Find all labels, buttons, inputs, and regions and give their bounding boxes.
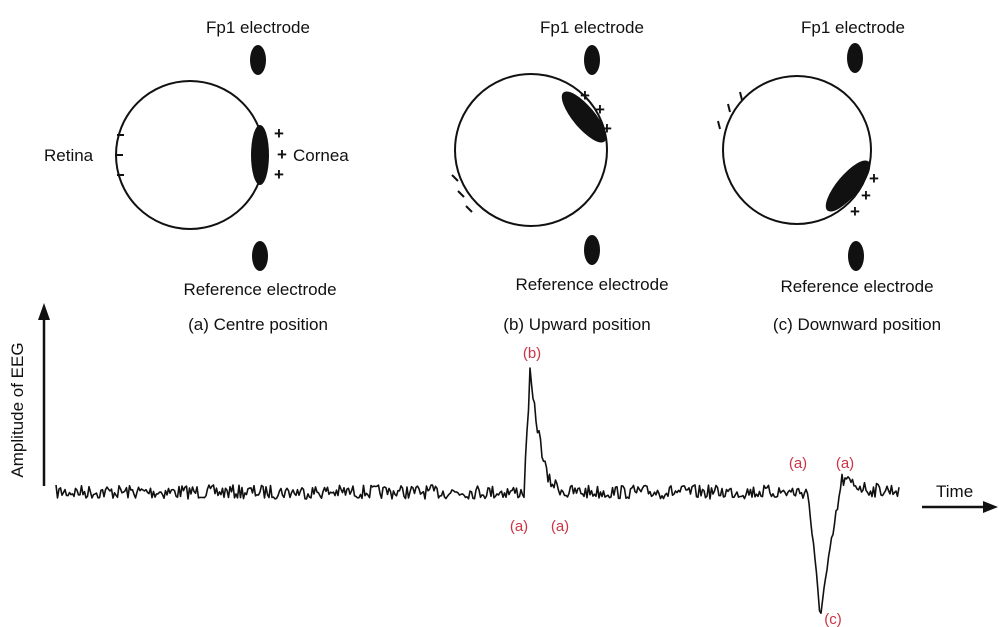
svg-text:+: + — [595, 100, 605, 119]
fp1-electrode-label: Fp1 electrode — [206, 18, 310, 37]
panel-upward-position: Fp1 electrode + + + Reference electrode … — [451, 18, 669, 334]
cornea — [561, 91, 607, 143]
cornea — [251, 125, 269, 185]
reference-electrode-label: Reference electrode — [780, 277, 933, 296]
fp1-electrode-label: Fp1 electrode — [801, 18, 905, 37]
panel-caption: (b) Upward position — [503, 315, 650, 334]
retina-negative-charges — [717, 91, 743, 130]
svg-text:+: + — [602, 119, 612, 138]
reference-electrode — [848, 241, 864, 271]
svg-text:+: + — [580, 86, 590, 105]
panel-centre-position: Fp1 electrode + + + Retina Cornea Refere… — [44, 18, 349, 334]
trough-c-marker: (c) — [824, 611, 842, 627]
cornea-label: Cornea — [293, 146, 349, 165]
x-axis-arrow-icon — [983, 501, 998, 513]
cornea-positive-charges: + + + — [850, 169, 879, 221]
y-axis-arrow-icon — [38, 303, 50, 320]
peak-b-marker: (b) — [523, 345, 541, 362]
reference-electrode-label: Reference electrode — [183, 280, 336, 299]
eyeball — [722, 75, 872, 225]
svg-text:+: + — [274, 165, 284, 184]
fp1-electrode — [250, 45, 266, 75]
svg-text:+: + — [277, 145, 287, 164]
eyeball — [454, 73, 608, 227]
svg-text:+: + — [869, 169, 879, 188]
baseline-a-marker: (a) — [551, 518, 569, 535]
retina-negative-charges — [116, 134, 124, 176]
svg-text:+: + — [274, 124, 284, 143]
panel-caption: (c) Downward position — [773, 315, 941, 334]
y-axis-label: Amplitude of EEG — [8, 342, 27, 477]
eeg-trace — [55, 367, 900, 614]
baseline-a-marker: (a) — [836, 455, 854, 472]
panel-caption: (a) Centre position — [188, 315, 328, 334]
eyeball — [115, 80, 265, 230]
panel-downward-position: Fp1 electrode + + + Reference electrode … — [717, 18, 941, 334]
svg-text:+: + — [850, 202, 860, 221]
fp1-electrode-label: Fp1 electrode — [540, 18, 644, 37]
baseline-a-marker: (a) — [510, 518, 528, 535]
cornea — [825, 160, 871, 212]
baseline-a-marker: (a) — [789, 455, 807, 472]
fp1-electrode — [847, 43, 863, 73]
cornea-positive-charges: + + + — [274, 124, 287, 184]
cornea-positive-charges: + + + — [580, 86, 612, 138]
eog-signal-plot: Amplitude of EEG Time (b) (a) (a) (a) (a… — [8, 303, 998, 627]
reference-electrode — [252, 241, 268, 271]
retina-label: Retina — [44, 146, 94, 165]
x-axis-label: Time — [936, 482, 973, 501]
reference-electrode — [584, 235, 600, 265]
svg-text:+: + — [861, 186, 871, 205]
reference-electrode-label: Reference electrode — [515, 275, 668, 294]
retina-negative-charges — [451, 174, 473, 213]
fp1-electrode — [584, 45, 600, 75]
